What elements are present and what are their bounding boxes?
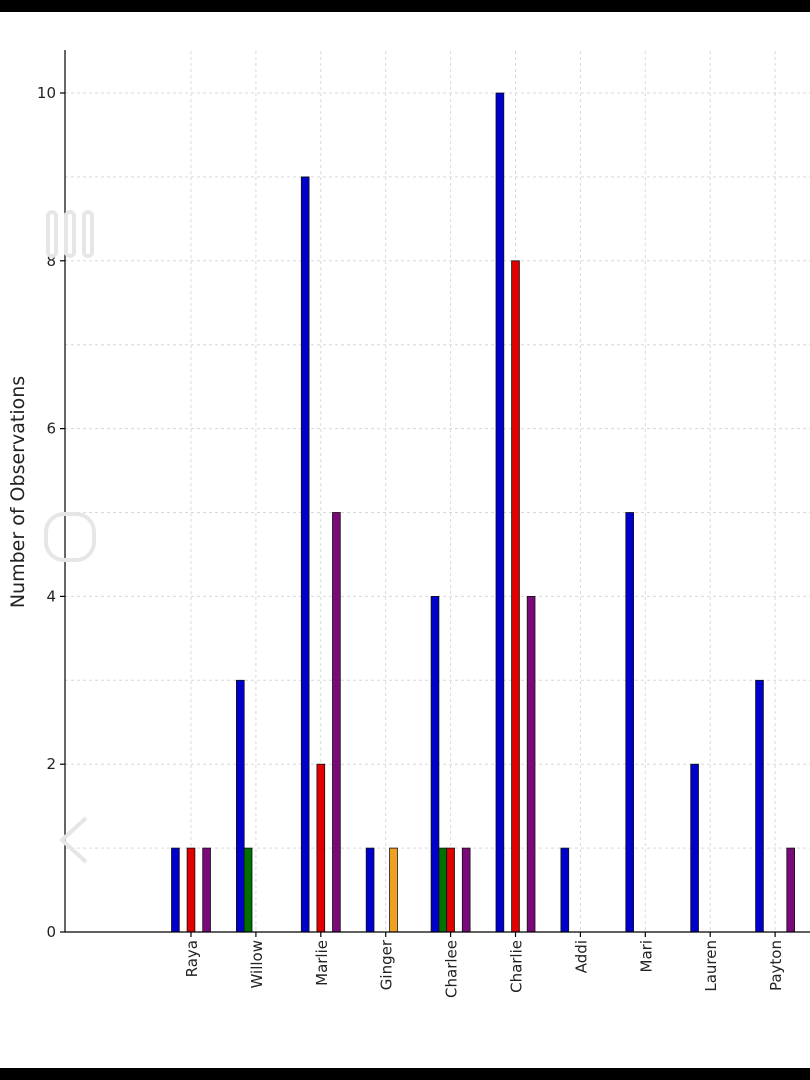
bar [430,596,440,933]
overlay-back-icon [59,816,88,864]
x-tick-label: Payton [767,940,785,991]
y-axis-label: Number of Observations [7,376,29,608]
y-tick-label: 8 [46,252,56,270]
x-tick-label: Charlie [508,940,526,993]
top-black-bar [0,0,810,12]
x-tick-label: Charlee [443,940,461,998]
bar [332,512,341,933]
y-tick-label: 0 [46,923,56,941]
bar [202,847,211,933]
overlay-menu-icon [46,210,94,258]
bar [690,763,699,933]
bar [316,763,326,933]
bar [300,176,310,933]
y-tick-label: 4 [46,587,56,605]
x-tick-label: Lauren [702,940,720,992]
bar [243,847,253,933]
bar [235,679,245,933]
x-tick-label: Willow [248,940,266,988]
bars-layer [171,92,795,933]
y-tick-label: 6 [46,420,56,438]
bar [560,847,570,933]
bar [171,847,180,933]
bar [786,847,795,933]
axes-layer [60,50,810,937]
x-tick-label: Ginger [378,939,396,990]
bar [446,847,455,933]
bar [186,847,196,933]
bar [389,847,398,933]
y-tick-label: 10 [37,84,56,102]
bar [461,847,471,933]
overlay-home-icon [44,512,96,562]
x-tick-label: Mari [637,940,655,972]
x-tick-label: Raya [183,940,201,977]
x-tick-label: Addi [572,940,590,973]
bar [438,847,448,933]
bar [526,596,536,933]
bottom-black-bar [0,1068,810,1080]
bar [495,92,505,933]
bar [365,847,375,933]
y-tick-label: 2 [46,755,56,773]
bar [755,679,764,933]
bar [511,260,520,933]
labels-layer: 0 2 4 6 8 10 Raya Willow Marlie Ginger Charlee Char… [37,84,785,998]
bar [625,512,634,933]
x-tick-label: Marlie [313,940,331,986]
